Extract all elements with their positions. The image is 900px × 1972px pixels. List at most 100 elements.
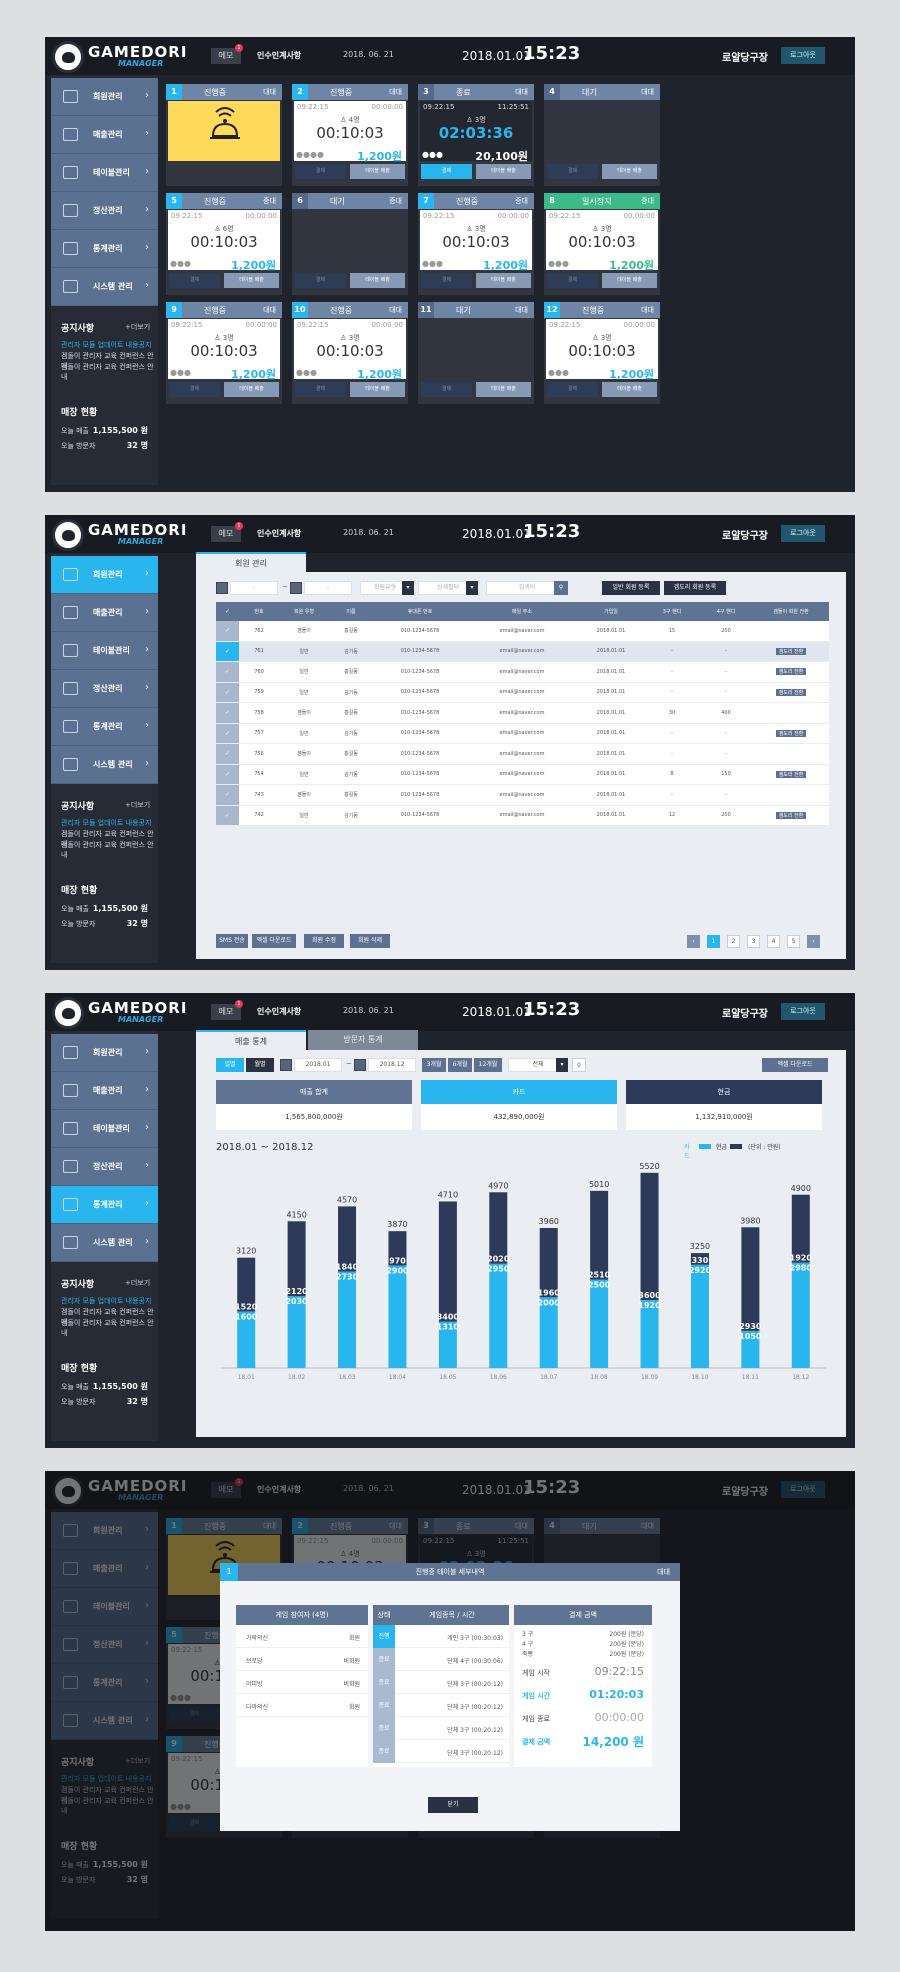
column-header[interactable]: 3구 핸디 bbox=[662, 609, 682, 615]
calendar-icon[interactable] bbox=[280, 1059, 292, 1071]
excel-download-button[interactable]: 엑셀 다운로드 bbox=[762, 1058, 828, 1072]
sidebar-item-3[interactable]: 정산관리 › bbox=[51, 1148, 158, 1186]
notice-item[interactable]: 관리자 모듈 업데이트 내용공지 bbox=[61, 819, 152, 827]
chevron-down-icon[interactable]: ▾ bbox=[466, 581, 478, 595]
table-row[interactable]: ✓ 743 겜돌이 홍길동 010-1234-5678 email@naver.com 20… bbox=[216, 785, 829, 806]
convert-gamedori-button[interactable]: 겜도리 전환 bbox=[775, 688, 807, 696]
edit-member-button[interactable]: 회원 수정 bbox=[304, 934, 344, 948]
search-icon[interactable]: ⚲ bbox=[572, 1058, 586, 1072]
table-row[interactable]: ✓ 762 겜돌이 홍길동 010-1234-5678 email@naver.com 20… bbox=[216, 621, 829, 642]
next-page-button[interactable]: › bbox=[807, 935, 820, 948]
page-button[interactable]: 5 bbox=[787, 935, 800, 948]
game-row[interactable]: 종료 단체 3구 (00:20:12) bbox=[373, 1694, 509, 1717]
memo-button[interactable]: 메모 bbox=[211, 1004, 241, 1020]
column-header[interactable]: 이름 bbox=[346, 609, 356, 615]
chevron-down-icon[interactable]: ▾ bbox=[556, 1058, 568, 1072]
row-checkbox[interactable]: ✓ bbox=[216, 621, 239, 641]
sidebar-item-4[interactable]: 통계관리 › bbox=[51, 230, 158, 268]
sms-button[interactable]: SMS 전송 bbox=[216, 934, 248, 948]
sidebar-item-3[interactable]: 정산관리 › bbox=[51, 192, 158, 230]
table-row[interactable]: ✓ 761 일반 김기동 010-1234-5678 email@naver.com 201… bbox=[216, 641, 829, 662]
notice-item[interactable]: 겜돌이 관리자 교육 컨퍼런스 안내 bbox=[61, 830, 154, 848]
pay-button[interactable]: 결제 bbox=[421, 164, 472, 179]
calendar-icon[interactable] bbox=[290, 582, 302, 594]
game-row[interactable]: 종료 단체 4구 (00:30:06) bbox=[373, 1648, 509, 1671]
release-table-button[interactable]: 테이블 배출 bbox=[224, 382, 279, 397]
memo-button[interactable]: 메모 bbox=[211, 48, 241, 64]
logout-button[interactable]: 로그아웃 bbox=[781, 47, 825, 64]
memo-button[interactable]: 메모 bbox=[211, 526, 241, 542]
tab-members[interactable]: 회원 관리 bbox=[196, 552, 306, 572]
player-row[interactable]: 이피방 비회원 bbox=[236, 1671, 368, 1694]
table-row[interactable]: ✓ 754 일반 김기동 010-1234-5678 email@naver.com 201… bbox=[216, 764, 829, 785]
pay-button[interactable]: 결제 bbox=[295, 382, 346, 397]
table-row[interactable]: ✓ 760 일반 홍길동 010-1234-5678 email@naver.com 201… bbox=[216, 662, 829, 683]
release-table-button[interactable]: 테이블 배출 bbox=[602, 164, 657, 179]
notice-item[interactable]: 관리자 모듈 업데이트 내용공지 bbox=[61, 341, 152, 349]
sidebar-item-2[interactable]: 테이블관리 › bbox=[51, 1110, 158, 1148]
pay-button[interactable]: 결제 bbox=[421, 382, 472, 397]
pay-button[interactable]: 결제 bbox=[295, 273, 346, 288]
release-table-button[interactable]: 테이블 배출 bbox=[476, 382, 531, 397]
logout-button[interactable]: 로그아웃 bbox=[781, 1003, 825, 1020]
pay-button[interactable]: 결제 bbox=[547, 382, 598, 397]
notice-more-link[interactable]: +더보기 bbox=[125, 1279, 151, 1287]
range-12-months-button[interactable]: 12개월 bbox=[474, 1058, 502, 1072]
row-checkbox[interactable]: ✓ bbox=[216, 662, 239, 682]
sidebar-item-5[interactable]: 시스템 관리 › bbox=[51, 746, 158, 784]
scope-select[interactable]: 전체 bbox=[508, 1058, 568, 1072]
column-header[interactable]: 번호 bbox=[254, 609, 264, 615]
notice-more-link[interactable]: +더보기 bbox=[125, 323, 151, 331]
page-button[interactable]: 1 bbox=[707, 935, 720, 948]
release-table-button[interactable]: 테이블 배출 bbox=[224, 273, 279, 288]
column-header[interactable]: 겜돌이 회원 전환 bbox=[773, 609, 809, 615]
search-icon[interactable]: ⚲ bbox=[554, 581, 568, 595]
convert-gamedori-button[interactable]: 겜도리 전환 bbox=[775, 811, 807, 819]
table-row[interactable]: ✓ 758 겜돌이 홍길동 010-1234-5678 email@naver.com 20… bbox=[216, 703, 829, 724]
sidebar-item-1[interactable]: 매출관리 › bbox=[51, 116, 158, 154]
select-all-checkbox[interactable]: ✓ bbox=[216, 602, 239, 621]
row-checkbox[interactable]: ✓ bbox=[216, 703, 239, 723]
game-row[interactable]: 진행 개인 3구 (00:30:03) bbox=[373, 1625, 509, 1648]
player-row[interactable]: 브로당 비회원 bbox=[236, 1648, 368, 1671]
convert-gamedori-button[interactable]: 겜도리 전환 bbox=[775, 729, 807, 737]
table-tile-1[interactable]: 1 진행중 대대 bbox=[166, 84, 282, 186]
filter-month-button[interactable]: 월별 bbox=[246, 1058, 274, 1072]
row-checkbox[interactable]: ✓ bbox=[216, 723, 239, 743]
release-table-button[interactable]: 테이블 배출 bbox=[602, 382, 657, 397]
game-row[interactable]: 종료 단체 3구 (00:20:12) bbox=[373, 1740, 509, 1763]
pay-button[interactable]: 결제 bbox=[547, 164, 598, 179]
page-button[interactable]: 4 bbox=[767, 935, 780, 948]
sidebar-item-2[interactable]: 테이블관리 › bbox=[51, 632, 158, 670]
release-table-button[interactable]: 테이블 배출 bbox=[350, 164, 405, 179]
game-row[interactable]: 종료 단체 3구 (00:20:12) bbox=[373, 1717, 509, 1740]
filter-day-button[interactable]: 일별 bbox=[216, 1058, 244, 1072]
add-gamedori-member-button[interactable]: 겜도리 회원 등록 bbox=[664, 581, 726, 595]
row-checkbox[interactable]: ✓ bbox=[216, 682, 239, 702]
sidebar-item-1[interactable]: 매출관리 › bbox=[51, 1072, 158, 1110]
range-6-months-button[interactable]: 6개월 bbox=[448, 1058, 472, 1072]
table-row[interactable]: ✓ 759 일반 김기동 010-1234-5678 email@naver.com 201… bbox=[216, 682, 829, 703]
tab-sales-stats[interactable]: 매출 통계 bbox=[196, 1030, 306, 1050]
player-row[interactable]: 가락의신 회원 bbox=[236, 1625, 368, 1648]
period-from-input[interactable]: 2018.01 bbox=[294, 1058, 342, 1072]
game-row[interactable]: 종료 단체 3구 (00:20:12) bbox=[373, 1671, 509, 1694]
close-button[interactable]: 닫기 bbox=[428, 1797, 478, 1813]
page-button[interactable]: 2 bbox=[727, 935, 740, 948]
period-to-input[interactable]: 2018.12 bbox=[368, 1058, 416, 1072]
column-header[interactable]: 메일 주소 bbox=[512, 609, 532, 615]
sidebar-item-4[interactable]: 통계관리 › bbox=[51, 708, 158, 746]
convert-gamedori-button[interactable]: 겜도리 전환 bbox=[775, 647, 807, 655]
sidebar-item-0[interactable]: 회원관리 › bbox=[51, 1034, 158, 1072]
